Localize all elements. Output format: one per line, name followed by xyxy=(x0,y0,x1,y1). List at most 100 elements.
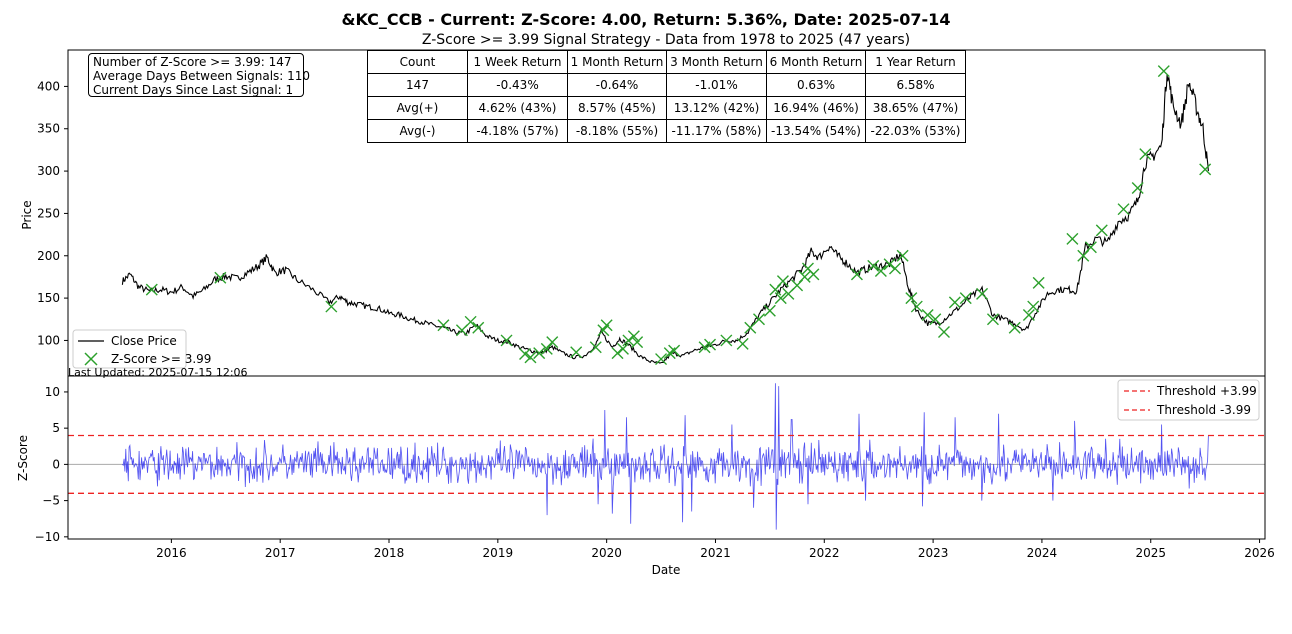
signal-marker xyxy=(896,249,909,262)
signal-marker-stroke xyxy=(214,271,227,284)
x-tick-label: 2021 xyxy=(700,546,731,560)
x-tick-label: 2018 xyxy=(374,546,405,560)
x-tick-label: 2024 xyxy=(1027,546,1058,560)
signal-marker-stroke xyxy=(704,338,717,351)
signal-marker-stroke xyxy=(905,292,918,305)
signal-marker xyxy=(655,353,668,366)
signal-marker-stroke xyxy=(145,283,158,296)
signal-marker-stroke xyxy=(959,292,972,305)
zscore-y-label: Z-Score xyxy=(16,435,30,481)
price-legend-box xyxy=(72,329,187,369)
table-row: 147 -0.43% -0.64% -1.01% 0.63% 6.58% xyxy=(367,73,966,97)
signal-marker-stroke xyxy=(540,342,553,355)
signal-marker-stroke xyxy=(776,275,789,288)
info-signal-count: Number of Z-Score >= 3.99: 147 xyxy=(93,55,292,69)
table-header-cell: 3 Month Return xyxy=(666,50,767,74)
signal-marker xyxy=(929,313,942,326)
table-cell: 4.62% (43%) xyxy=(467,96,568,120)
table-cell: -0.64% xyxy=(567,73,667,97)
signal-marker xyxy=(1008,321,1021,334)
legend-signal-marker-icon xyxy=(84,352,98,366)
table-header-row: Count 1 Week Return 1 Month Return 3 Mon… xyxy=(367,50,966,74)
table-cell: -1.01% xyxy=(666,73,767,97)
signal-marker xyxy=(883,258,896,271)
price-y-tick-label: 300 xyxy=(37,164,60,178)
zscore-plot-area xyxy=(68,376,1265,539)
signal-marker-stroke xyxy=(1008,321,1021,334)
signal-marker xyxy=(850,268,863,281)
price-y-tick-label: 250 xyxy=(37,206,60,220)
table-cell: 6.58% xyxy=(865,73,966,97)
signal-marker-stroke xyxy=(850,268,863,281)
table-cell: 8.57% (45%) xyxy=(567,96,667,120)
chart-title: &KC_CCB - Current: Z-Score: 4.00, Return… xyxy=(342,10,951,29)
signal-marker xyxy=(472,321,485,334)
signal-marker-stroke xyxy=(976,287,989,300)
signal-marker-stroke xyxy=(896,249,909,262)
signal-marker xyxy=(611,347,624,360)
signal-marker-stroke xyxy=(472,321,485,334)
zscore-y-tick-label: 5 xyxy=(52,421,60,435)
price-y-tick-label: 350 xyxy=(37,122,60,136)
signal-marker xyxy=(546,336,559,349)
signal-marker xyxy=(776,275,789,288)
signal-marker-stroke xyxy=(763,304,776,317)
table-header-cell: 6 Month Return xyxy=(766,50,866,74)
signal-marker-stroke xyxy=(655,353,668,366)
zscore-y-tick-label: −10 xyxy=(35,530,60,544)
table-row: Avg(+) 4.62% (43%) 8.57% (45%) 13.12% (4… xyxy=(367,96,966,120)
signal-marker-stroke xyxy=(597,324,610,337)
table-cell: 38.65% (47%) xyxy=(865,96,966,120)
signal-marker-stroke xyxy=(774,292,787,305)
signal-marker-stroke xyxy=(1027,300,1040,313)
signal-marker xyxy=(1066,232,1079,245)
signal-marker-stroke xyxy=(736,337,749,350)
x-axis-label: Date xyxy=(652,563,681,577)
table-header-cell: Count xyxy=(367,50,468,74)
signal-marker xyxy=(905,292,918,305)
zscore-y-tick-label: 0 xyxy=(52,457,60,471)
price-legend: Close Price Z-Score >= 3.99 xyxy=(72,329,211,369)
date-x-axis: 2016 2017 2018 2019 2020 2021 2022 2023 2024 2025… xyxy=(156,539,1275,560)
signal-marker xyxy=(570,346,583,359)
signal-marker-stroke xyxy=(753,313,765,326)
x-tick-label: 2022 xyxy=(809,546,840,560)
signal-marker-stroke xyxy=(627,330,640,343)
signal-marker xyxy=(631,336,644,349)
signal-marker xyxy=(1199,163,1212,176)
signal-marker-stroke xyxy=(929,313,942,326)
x-tick-label: 2016 xyxy=(156,546,187,560)
signal-marker-stroke xyxy=(437,319,450,332)
signal-marker xyxy=(500,334,513,347)
x-tick-label: 2026 xyxy=(1244,546,1275,560)
signal-marker-stroke xyxy=(798,270,811,283)
last-updated: Last Updated: 2025-07-15 12:06 xyxy=(68,366,248,379)
price-y-label: Price xyxy=(20,200,34,229)
signal-marker xyxy=(325,300,338,313)
signal-marker xyxy=(1139,148,1152,161)
signal-marker-stroke xyxy=(1084,241,1097,254)
table-header-cell: 1 Month Return xyxy=(567,50,667,74)
signal-marker xyxy=(616,342,629,355)
signal-marker-stroke xyxy=(546,336,559,349)
signal-marker-stroke xyxy=(874,265,887,277)
legend-close-price: Close Price xyxy=(111,334,177,348)
table-cell: -22.03% (53%) xyxy=(865,119,966,143)
signal-info-box: Number of Z-Score >= 3.99: 147 Average D… xyxy=(88,53,310,97)
zscore-legend: Threshold +3.99 Threshold -3.99 xyxy=(1117,379,1260,421)
signal-marker xyxy=(910,300,923,313)
signal-marker xyxy=(600,319,613,332)
signal-marker xyxy=(524,351,537,364)
signal-marker-stroke xyxy=(867,259,880,272)
signal-marker-stroke xyxy=(883,258,896,271)
price-line xyxy=(121,74,1209,364)
x-tick-label: 2025 xyxy=(1135,546,1166,560)
legend-signal: Z-Score >= 3.99 xyxy=(111,352,211,366)
signal-marker-stroke xyxy=(1117,203,1130,216)
zscore-y-axis: −10 −5 0 5 10 xyxy=(35,385,68,544)
signal-marker-stroke xyxy=(801,262,814,275)
signal-marker-stroke xyxy=(668,344,681,357)
signal-marker xyxy=(437,319,450,332)
signal-marker xyxy=(720,334,733,347)
